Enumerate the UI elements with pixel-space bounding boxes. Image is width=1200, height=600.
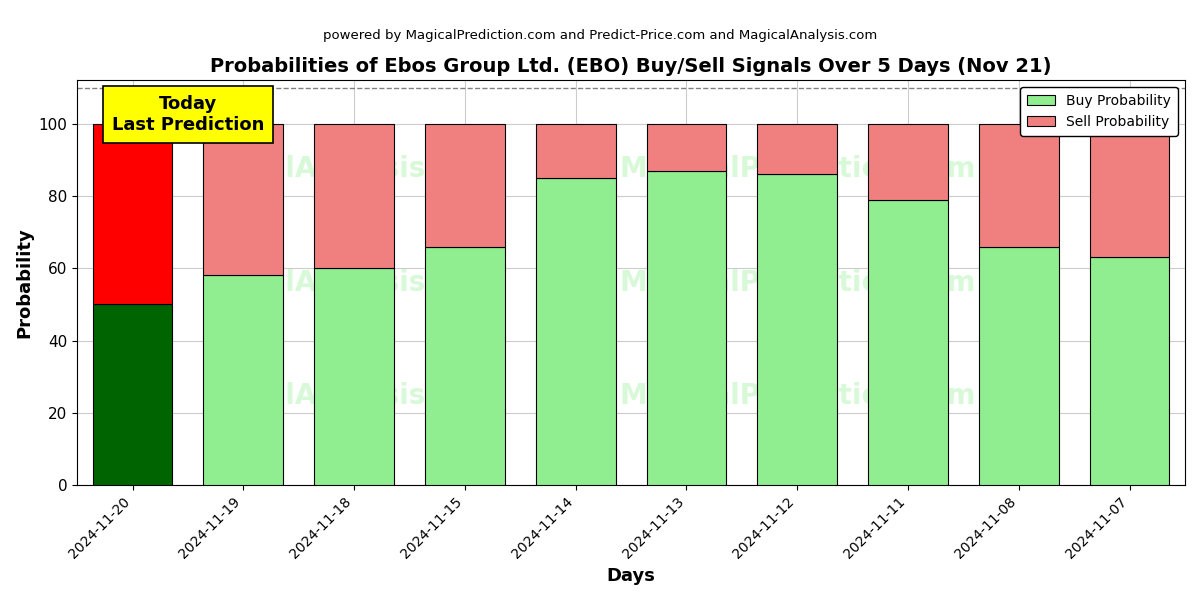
X-axis label: Days: Days — [607, 567, 655, 585]
Bar — [92, 304, 173, 485]
Text: calAnalysis.com: calAnalysis.com — [251, 155, 502, 184]
Bar — [536, 124, 616, 178]
Bar — [868, 200, 948, 485]
Bar — [757, 174, 838, 485]
Bar — [647, 124, 726, 170]
Bar — [204, 124, 283, 275]
Bar — [979, 124, 1058, 247]
Text: MagicalPrediction.com: MagicalPrediction.com — [619, 382, 976, 410]
Text: MagicalPrediction.com: MagicalPrediction.com — [619, 155, 976, 184]
Bar — [868, 124, 948, 200]
Title: Probabilities of Ebos Group Ltd. (EBO) Buy/Sell Signals Over 5 Days (Nov 21): Probabilities of Ebos Group Ltd. (EBO) B… — [210, 57, 1052, 76]
Text: powered by MagicalPrediction.com and Predict-Price.com and MagicalAnalysis.com: powered by MagicalPrediction.com and Pre… — [323, 29, 877, 42]
Text: Today
Last Prediction: Today Last Prediction — [112, 95, 264, 134]
Bar — [314, 124, 394, 268]
Bar — [425, 247, 505, 485]
Y-axis label: Probability: Probability — [14, 227, 32, 338]
Text: MagicalPrediction.com: MagicalPrediction.com — [619, 269, 976, 297]
Bar — [204, 275, 283, 485]
Bar — [536, 178, 616, 485]
Text: calAnalysis.com: calAnalysis.com — [251, 269, 502, 297]
Bar — [757, 124, 838, 174]
Legend: Buy Probability, Sell Probability: Buy Probability, Sell Probability — [1020, 87, 1178, 136]
Bar — [1090, 257, 1170, 485]
Bar — [314, 268, 394, 485]
Bar — [92, 124, 173, 304]
Bar — [1090, 124, 1170, 257]
Text: calAnalysis.com: calAnalysis.com — [251, 382, 502, 410]
Bar — [647, 170, 726, 485]
Bar — [425, 124, 505, 247]
Bar — [979, 247, 1058, 485]
